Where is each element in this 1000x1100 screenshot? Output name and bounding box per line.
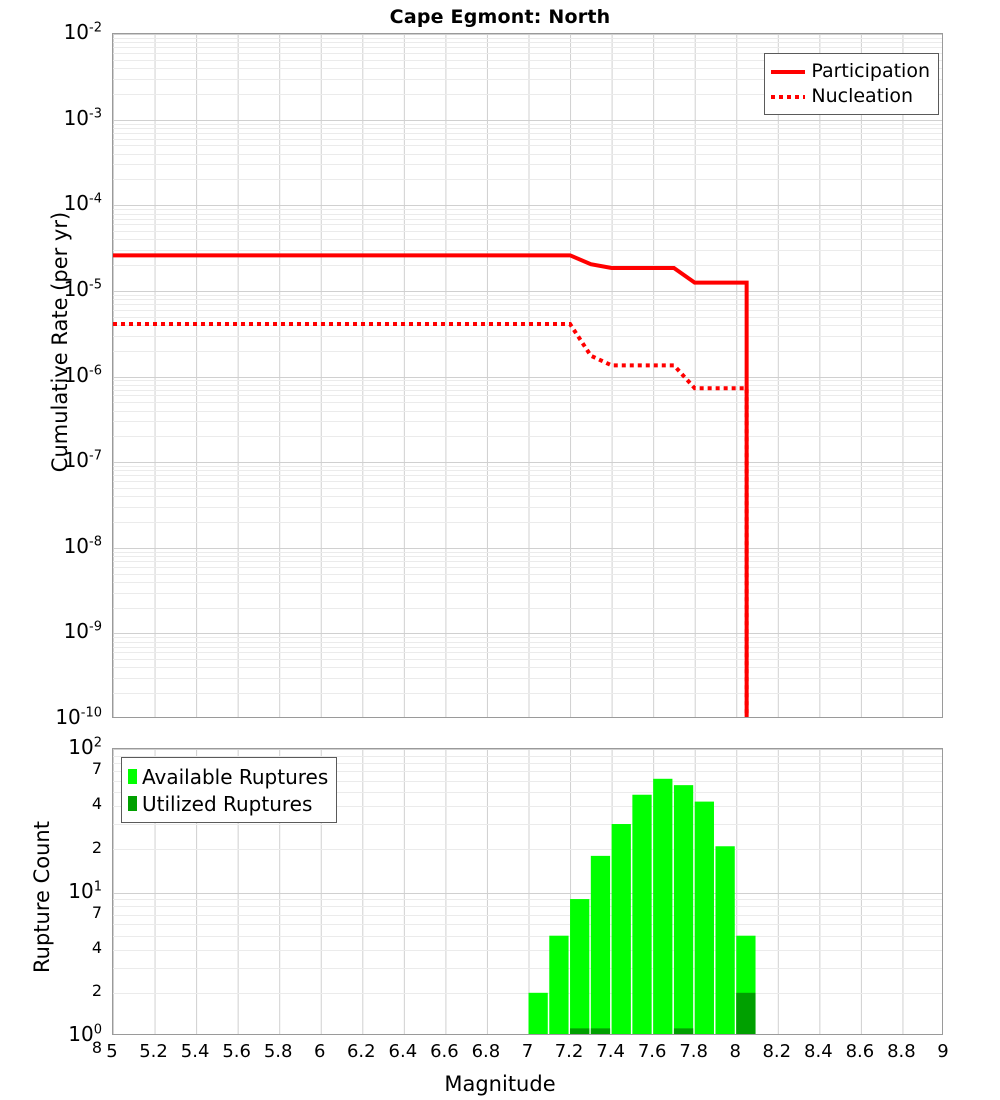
y-tick-label: 4 [91, 794, 102, 814]
x-tick-label: 6.8 [471, 1041, 501, 1062]
x-tick-label: 5 [106, 1041, 118, 1062]
x-tick-label: 7.2 [554, 1041, 584, 1062]
x-axis-title: Magnitude [444, 1072, 556, 1096]
rupture-count-plot: Available Ruptures Utilized Ruptures [112, 748, 943, 1035]
x-tick-label: 8.4 [804, 1041, 833, 1062]
x-tick-label: 7 [521, 1041, 534, 1062]
x-tick-label: 5.6 [222, 1041, 251, 1062]
y-tick-mantissa: 10 [68, 878, 94, 903]
top-gridlines [113, 34, 942, 717]
x-tick-label: 7.4 [596, 1041, 625, 1062]
legend-label-utilized-ruptures: Utilized Ruptures [142, 791, 313, 816]
cumulative-rate-plot: Participation Nucleation [112, 33, 943, 718]
x-tick-label: 5.8 [263, 1041, 293, 1062]
y-tick-exponent: -3 [89, 105, 102, 121]
y-tick-mantissa: 10 [63, 105, 90, 130]
y-tick-exponent: -4 [89, 191, 102, 207]
utilized-ruptures-swatch [128, 796, 137, 811]
y-tick-label: 10-9 [63, 619, 108, 644]
x-tick-label: 8.2 [762, 1041, 792, 1062]
legend-label-nucleation: Nucleation [811, 85, 914, 107]
x-tick-label: 9 [937, 1041, 949, 1062]
y-tick-exponent: 2 [93, 735, 102, 751]
legend-item-available-ruptures[interactable]: Available Ruptures [128, 763, 328, 790]
y-tick-exponent: -7 [89, 448, 102, 464]
y-tick-label: 100 [68, 1022, 108, 1044]
x-tick-label: 8.8 [887, 1041, 916, 1062]
y-tick-label: 4 [91, 937, 102, 957]
y-tick-label: 101 [68, 878, 108, 903]
legend-label-participation: Participation [811, 60, 930, 82]
y-tick-mantissa: 10 [68, 735, 94, 759]
y-tick-exponent: 1 [93, 878, 102, 894]
y-tick-exponent: -9 [89, 619, 102, 635]
y-tick-label: 2 [91, 837, 102, 857]
x-tick-label: 6 [314, 1041, 326, 1062]
y-tick-label: 102 [68, 735, 108, 759]
legend-cumulative-rate: Participation Nucleation [764, 53, 939, 115]
y-tick-label: 10-3 [63, 105, 108, 130]
x-tick-label: 6.2 [346, 1041, 376, 1062]
bottom-bars-layer [113, 749, 942, 1034]
x-tick-label: 6.6 [430, 1041, 459, 1062]
y-tick-label: 7 [91, 759, 102, 779]
legend-rupture-count: Available Ruptures Utilized Ruptures [121, 757, 338, 823]
y-axis-title-bottom: Rupture Count [30, 821, 54, 973]
legend-item-participation[interactable]: Participation [771, 59, 930, 84]
top-series-layer [113, 34, 942, 717]
y-tick-label: 7 [91, 902, 102, 922]
x-tick-label: 7.6 [637, 1041, 667, 1062]
y-tick-exponent: -5 [89, 277, 102, 293]
y-axis-title-top: Cumulative Rate (per yr) [48, 211, 72, 473]
y-tick-label: 2 [91, 981, 102, 1000]
y-tick-exponent: -6 [89, 362, 102, 378]
legend-label-available-ruptures: Available Ruptures [142, 764, 329, 789]
participation-line-swatch [771, 65, 806, 79]
y-tick-label: 10-10 [55, 705, 108, 729]
y-tick-mantissa: 10 [55, 705, 81, 729]
legend-item-nucleation[interactable]: Nucleation [771, 84, 930, 109]
nucleation-line-swatch [771, 90, 806, 104]
available-ruptures-swatch [128, 769, 137, 784]
x-tick-label: 8 [729, 1041, 741, 1062]
y-tick-exponent: -10 [80, 705, 102, 721]
legend-item-utilized-ruptures[interactable]: Utilized Ruptures [128, 790, 328, 817]
x-tick-label: 8.6 [845, 1041, 875, 1062]
y-tick-mantissa: 10 [63, 619, 90, 644]
x-tick-label: 6.4 [388, 1041, 418, 1062]
x-tick-label: 5.2 [139, 1041, 168, 1062]
page-title: Cape Egmont: North [389, 6, 611, 28]
x-tick-label: 7.8 [679, 1041, 708, 1062]
x-tick-label: 5.4 [180, 1041, 210, 1062]
y-tick-exponent: -8 [89, 534, 102, 550]
y-tick-exponent: 0 [93, 1022, 102, 1038]
